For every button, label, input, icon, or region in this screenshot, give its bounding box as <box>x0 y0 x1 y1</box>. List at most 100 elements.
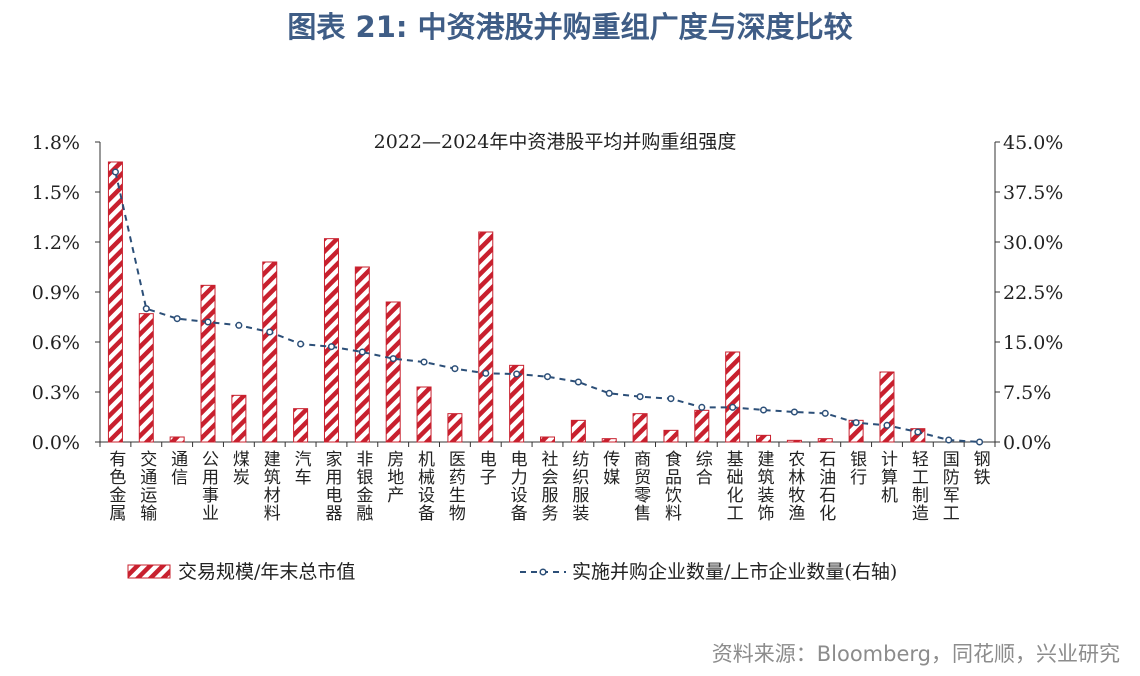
bar <box>262 261 278 443</box>
bar <box>200 284 216 443</box>
source-note: 资料来源：Bloomberg，同花顺，兴业研究 <box>711 642 1120 666</box>
line-point <box>883 421 891 429</box>
bar <box>293 408 309 443</box>
x-tick-label: 银行 <box>846 450 867 486</box>
chart-title: 2022—2024年中资港股平均并购重组强度 <box>374 131 737 153</box>
bar <box>385 301 401 443</box>
y-tick-label-right: 0.0% <box>1003 432 1051 454</box>
x-tick-label: 农林牧渔 <box>784 450 805 522</box>
line-point <box>914 428 922 436</box>
x-tick-label: 家用电器 <box>321 450 342 522</box>
line-point <box>327 343 336 351</box>
line-point <box>976 438 984 446</box>
bar <box>817 438 833 443</box>
x-tick-label: 轻工制造 <box>908 450 929 522</box>
x-tick-label: 纺织服装 <box>568 450 589 522</box>
series-line <box>114 171 980 443</box>
figure-title: 图表 21: 中资港股并购重组广度与深度比较 <box>287 10 853 44</box>
line-point <box>513 370 521 378</box>
x-tick-label: 商贸零售 <box>630 450 651 522</box>
x-tick-label: 计算机 <box>877 450 898 504</box>
line-point <box>420 358 428 366</box>
x-tick-label: 基础化工 <box>723 450 744 522</box>
line-point <box>173 315 181 323</box>
x-tick-label: 房地产 <box>383 450 404 504</box>
line-point <box>759 406 768 414</box>
bar <box>786 439 802 443</box>
x-tick-label: 公用事业 <box>198 450 219 522</box>
line-point <box>358 348 366 356</box>
y-tick-label-left: 0.0% <box>32 432 80 454</box>
line-point <box>482 369 490 377</box>
y-tick-label-right: 7.5% <box>1003 382 1051 404</box>
bar <box>725 351 741 443</box>
y-tick-label-left: 0.9% <box>32 282 80 304</box>
bar <box>107 161 123 443</box>
line-point <box>543 373 552 381</box>
line-point <box>729 403 737 411</box>
y-tick-label-left: 1.8% <box>32 132 80 154</box>
x-tick-label: 综合 <box>692 450 713 486</box>
line-point <box>389 355 397 363</box>
bar <box>323 238 339 443</box>
bar <box>756 434 772 443</box>
line-point <box>821 409 829 417</box>
bar <box>231 394 247 443</box>
bar <box>169 436 185 443</box>
line-point <box>451 365 459 373</box>
x-tick-label: 通信 <box>167 450 188 486</box>
line-point <box>636 393 644 401</box>
x-tick-label: 电力设备 <box>507 450 528 522</box>
line-point <box>574 378 582 386</box>
x-tick-label: 交通运输 <box>136 450 157 522</box>
x-tick-label: 钢铁 <box>970 450 991 486</box>
x-tick-label: 传媒 <box>599 450 620 486</box>
y-tick-label-left: 0.6% <box>32 332 80 354</box>
x-tick-label: 煤炭 <box>229 450 250 486</box>
bar <box>632 413 648 443</box>
bar <box>447 413 463 443</box>
x-tick-label: 医药生物 <box>445 450 466 522</box>
x-tick-label: 汽车 <box>291 450 312 486</box>
x-tick-label: 机械设备 <box>414 450 435 522</box>
bar <box>540 436 555 443</box>
y-tick-label-left: 1.5% <box>32 182 80 204</box>
x-tick-label: 国防军工 <box>939 450 960 522</box>
line-point <box>790 408 798 416</box>
line-point <box>111 168 119 176</box>
legend-line-label: 实施并购企业数量/上市企业数量(右轴) <box>572 561 897 583</box>
line-point <box>852 419 860 427</box>
x-tick-label: 有色金属 <box>105 450 126 522</box>
line-point <box>235 321 243 329</box>
x-tick-label: 食品饮料 <box>661 450 682 522</box>
line-point <box>667 395 675 403</box>
line-point <box>605 389 613 397</box>
line-point <box>204 318 212 326</box>
bar <box>478 231 494 443</box>
y-tick-label-left: 0.3% <box>32 382 80 404</box>
line-point <box>945 436 953 444</box>
x-tick-label: 非银金融 <box>352 450 373 522</box>
x-tick-label: 电子 <box>476 450 497 486</box>
legend-line-marker <box>539 568 547 576</box>
bar <box>694 409 710 443</box>
line-point <box>698 403 706 411</box>
legend-bar-label: 交易规模/年末总市值 <box>178 561 355 583</box>
bar <box>879 371 895 443</box>
bar <box>601 438 617 443</box>
line-point <box>142 305 150 313</box>
line-point <box>297 340 305 348</box>
line-point <box>266 328 274 336</box>
y-tick-label-right: 30.0% <box>1003 232 1063 254</box>
x-tick-label: 建筑装饰 <box>754 450 775 522</box>
bar <box>416 386 432 443</box>
y-tick-label-left: 1.2% <box>32 232 80 254</box>
y-tick-label-right: 22.5% <box>1003 282 1063 304</box>
legend-bar-swatch <box>127 564 171 579</box>
y-tick-label-right: 45.0% <box>1003 132 1063 154</box>
bar <box>570 419 586 443</box>
x-tick-label: 社会服务 <box>538 450 559 522</box>
bar <box>509 364 525 443</box>
y-tick-label-right: 37.5% <box>1003 182 1063 204</box>
